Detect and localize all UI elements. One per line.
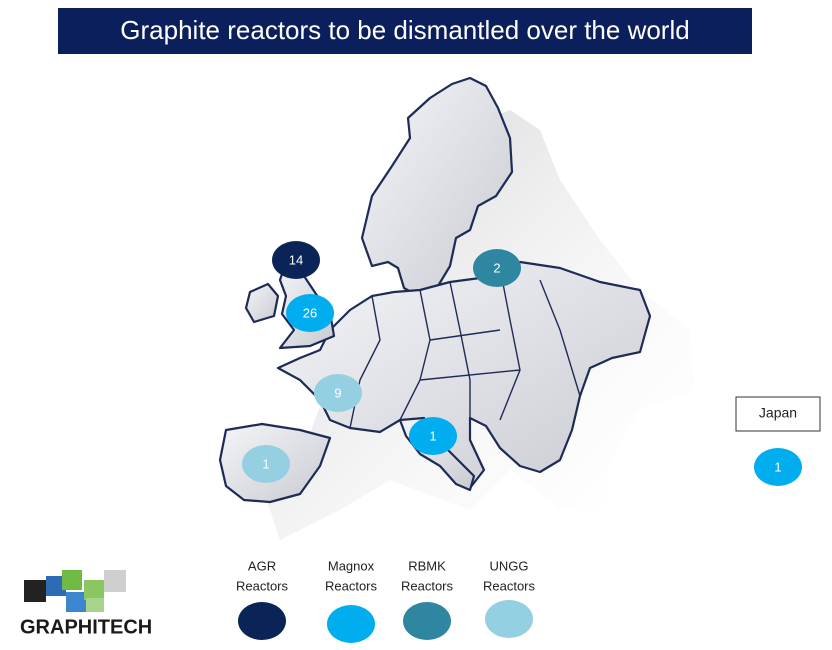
japan-box — [735, 396, 821, 432]
japan-label: Japan — [759, 405, 797, 421]
legend-swatch — [403, 602, 451, 640]
reactor-marker — [754, 448, 802, 486]
reactor-count: 26 — [303, 305, 317, 320]
reactor-marker — [286, 294, 334, 332]
logo: GRAPHITECH — [20, 570, 152, 638]
legend-label: Magnox — [328, 558, 375, 573]
legend-swatch — [327, 605, 375, 643]
legend-label: AGR — [248, 558, 276, 573]
legend: AGR Reactors Magnox Reactors RBMK Reactors UNG… — [236, 558, 536, 643]
reactor-count: 1 — [262, 456, 269, 471]
title-bar — [58, 8, 752, 54]
legend-label: Reactors — [401, 578, 454, 593]
legend-label: Reactors — [483, 578, 536, 593]
markers: 14 26 2 9 1 1 1 — [242, 241, 802, 486]
legend-label: Reactors — [325, 578, 378, 593]
reactor-count: 2 — [493, 260, 500, 275]
title: Graphite reactors to be dismantled over … — [120, 15, 689, 45]
reactor-marker — [473, 249, 521, 287]
legend-label: Reactors — [236, 578, 289, 593]
reactor-marker — [272, 241, 320, 279]
reactor-count: 1 — [429, 428, 436, 443]
reactor-count: 14 — [289, 252, 303, 267]
legend-swatch — [485, 600, 533, 638]
logo-text: GRAPHITECH — [20, 616, 152, 638]
reactor-marker — [242, 445, 290, 483]
reactor-count: 1 — [774, 459, 781, 474]
reactor-marker — [409, 417, 457, 455]
reactor-marker — [314, 374, 362, 412]
legend-swatch — [238, 602, 286, 640]
legend-label: RBMK — [408, 558, 446, 573]
reactor-count: 9 — [334, 385, 341, 400]
legend-label: UNGG — [490, 558, 529, 573]
